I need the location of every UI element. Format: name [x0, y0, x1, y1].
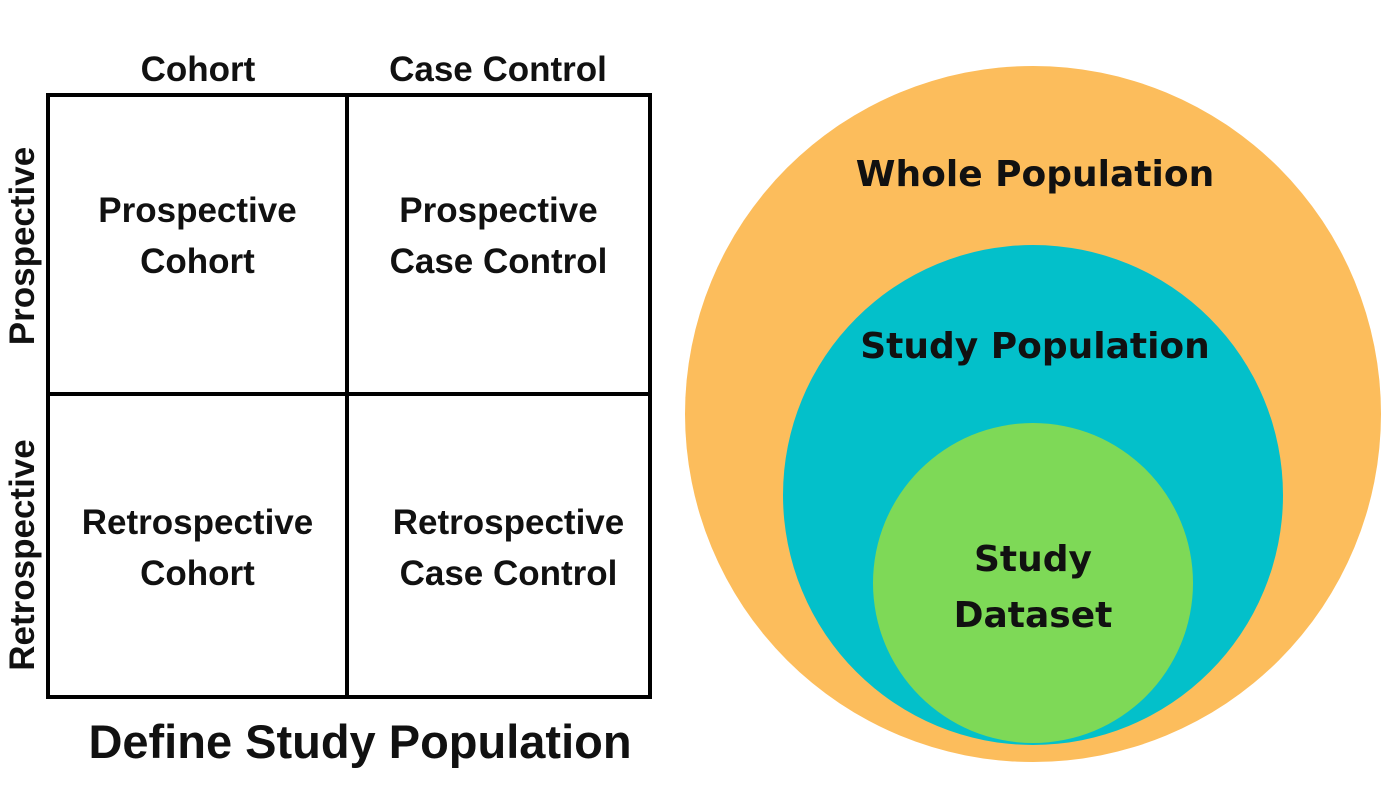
cell-label-line2: Cohort: [140, 242, 255, 281]
study-dataset-label: Study Dataset: [873, 532, 1193, 644]
cell-label-line1: Prospective: [98, 191, 297, 230]
study-design-grid: Prospective Cohort Prospective Case Cont…: [46, 93, 652, 699]
cell-label-line1: Retrospective: [392, 503, 625, 542]
row-header-retrospective: Retrospective: [3, 439, 42, 671]
cell-label-line2: Case Control: [399, 554, 618, 593]
cell-label-line1: Retrospective: [81, 503, 314, 542]
whole-population-label: Whole Population: [855, 154, 1215, 195]
cell-label-line1: Prospective: [399, 191, 598, 230]
column-header-cohort: Cohort: [140, 50, 256, 89]
study-dataset-label-line2: Dataset: [953, 595, 1113, 636]
cell-label-line2: Cohort: [140, 554, 255, 593]
cell-prospective-cohort: Prospective Cohort: [50, 97, 349, 396]
column-header-case-control: Case Control: [389, 50, 607, 89]
cell-retrospective-cohort: Retrospective Cohort: [50, 396, 349, 695]
study-dataset-circle: [873, 423, 1193, 743]
study-dataset-label-line1: Study: [973, 539, 1092, 580]
row-header-prospective: Prospective: [3, 146, 42, 346]
cell-prospective-case-control: Prospective Case Control: [349, 97, 648, 396]
study-population-label: Study Population: [860, 326, 1210, 367]
cell-label-line2: Case Control: [389, 242, 608, 281]
cell-retrospective-case-control: Retrospective Case Control: [349, 396, 648, 695]
grid-title: Define Study Population: [88, 715, 632, 768]
